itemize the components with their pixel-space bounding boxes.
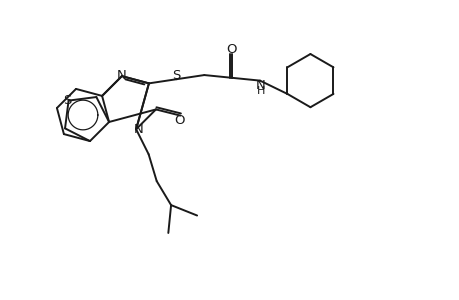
Text: S: S: [172, 69, 180, 82]
Text: N: N: [133, 123, 143, 136]
Text: O: O: [225, 43, 236, 56]
Text: N: N: [117, 69, 127, 82]
Text: H: H: [256, 85, 265, 96]
Text: S: S: [63, 94, 72, 107]
Text: O: O: [174, 114, 184, 127]
Text: N: N: [256, 79, 265, 92]
